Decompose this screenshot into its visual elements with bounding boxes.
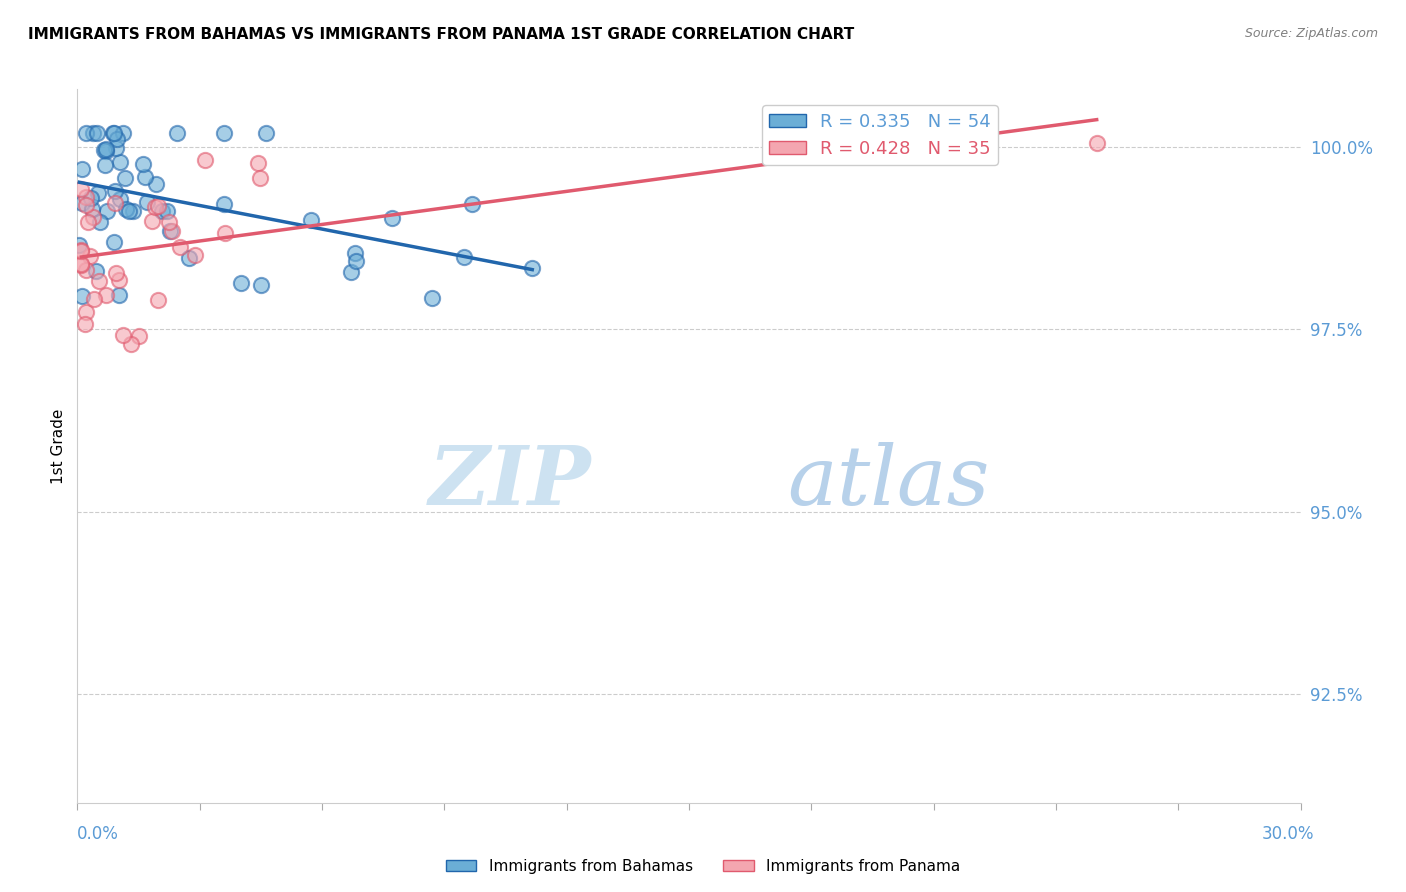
Point [229,276,252,290]
Point [108,273,131,287]
Point [214,126,236,140]
Point [177,251,200,265]
Point [70,195,93,210]
Point [522,261,544,276]
Point [94,288,117,302]
Legend: R = 0.335   N = 54, R = 0.428   N = 35: R = 0.335 N = 54, R = 0.428 N = 35 [762,105,998,165]
Point [132,156,155,170]
Point [343,246,366,260]
Point [114,170,136,185]
Point [103,126,125,140]
Point [75,198,97,212]
Point [340,265,363,279]
Point [75,190,97,204]
Point [67,238,90,252]
Point [212,196,235,211]
Point [111,328,134,343]
Point [70,244,93,258]
Point [159,224,181,238]
Point [146,293,169,307]
Point [141,213,163,227]
Point [115,202,138,216]
Point [108,155,131,169]
Point [299,212,322,227]
Point [75,305,97,319]
Point [75,126,97,140]
Point [380,211,402,226]
Point [166,126,188,140]
Point [183,248,205,262]
Point [89,274,111,288]
Point [422,291,444,305]
Point [118,203,141,218]
Text: Source: ZipAtlas.com: Source: ZipAtlas.com [1244,27,1378,40]
Point [87,186,110,201]
Point [194,153,217,167]
Point [105,266,128,280]
Point [134,169,156,184]
Point [128,329,150,343]
Point [254,126,277,140]
Point [70,182,93,196]
Point [249,170,271,185]
Point [82,210,104,224]
Point [453,250,475,264]
Point [70,162,93,177]
Point [105,132,128,146]
Point [146,199,169,213]
Point [135,194,157,209]
Y-axis label: 1st Grade: 1st Grade [51,409,66,483]
Point [75,263,97,277]
Text: IMMIGRANTS FROM BAHAMAS VS IMMIGRANTS FROM PANAMA 1ST GRADE CORRELATION CHART: IMMIGRANTS FROM BAHAMAS VS IMMIGRANTS FR… [28,27,855,42]
Point [103,235,125,250]
Point [169,240,191,254]
Point [344,254,367,268]
Point [145,177,167,191]
Point [103,196,125,211]
Point [104,141,127,155]
Point [82,126,104,140]
Point [1085,136,1108,150]
Point [249,278,271,293]
Point [94,158,117,172]
Legend: Immigrants from Bahamas, Immigrants from Panama: Immigrants from Bahamas, Immigrants from… [440,853,966,880]
Point [247,155,270,169]
Point [111,126,134,140]
Point [83,292,105,306]
Point [460,196,482,211]
Point [120,336,142,351]
Point [89,215,111,229]
Point [94,144,117,158]
Point [94,143,117,157]
Point [77,214,100,228]
Point [214,226,236,240]
Point [107,288,129,302]
Point [80,202,103,216]
Point [96,203,118,218]
Point [143,200,166,214]
Text: ZIP: ZIP [429,442,591,522]
Point [70,288,93,302]
Point [162,224,184,238]
Point [93,143,115,157]
Text: 30.0%: 30.0% [1263,825,1315,843]
Point [79,250,101,264]
Point [157,214,180,228]
Point [108,192,131,206]
Point [101,126,124,140]
Point [86,264,108,278]
Text: atlas: atlas [787,442,990,522]
Point [150,204,173,219]
Point [86,126,108,140]
Point [104,184,127,198]
Point [70,257,93,271]
Text: 0.0%: 0.0% [77,825,120,843]
Point [70,259,93,273]
Point [70,244,93,258]
Point [122,204,145,219]
Point [156,204,179,219]
Point [80,191,103,205]
Point [75,317,97,331]
